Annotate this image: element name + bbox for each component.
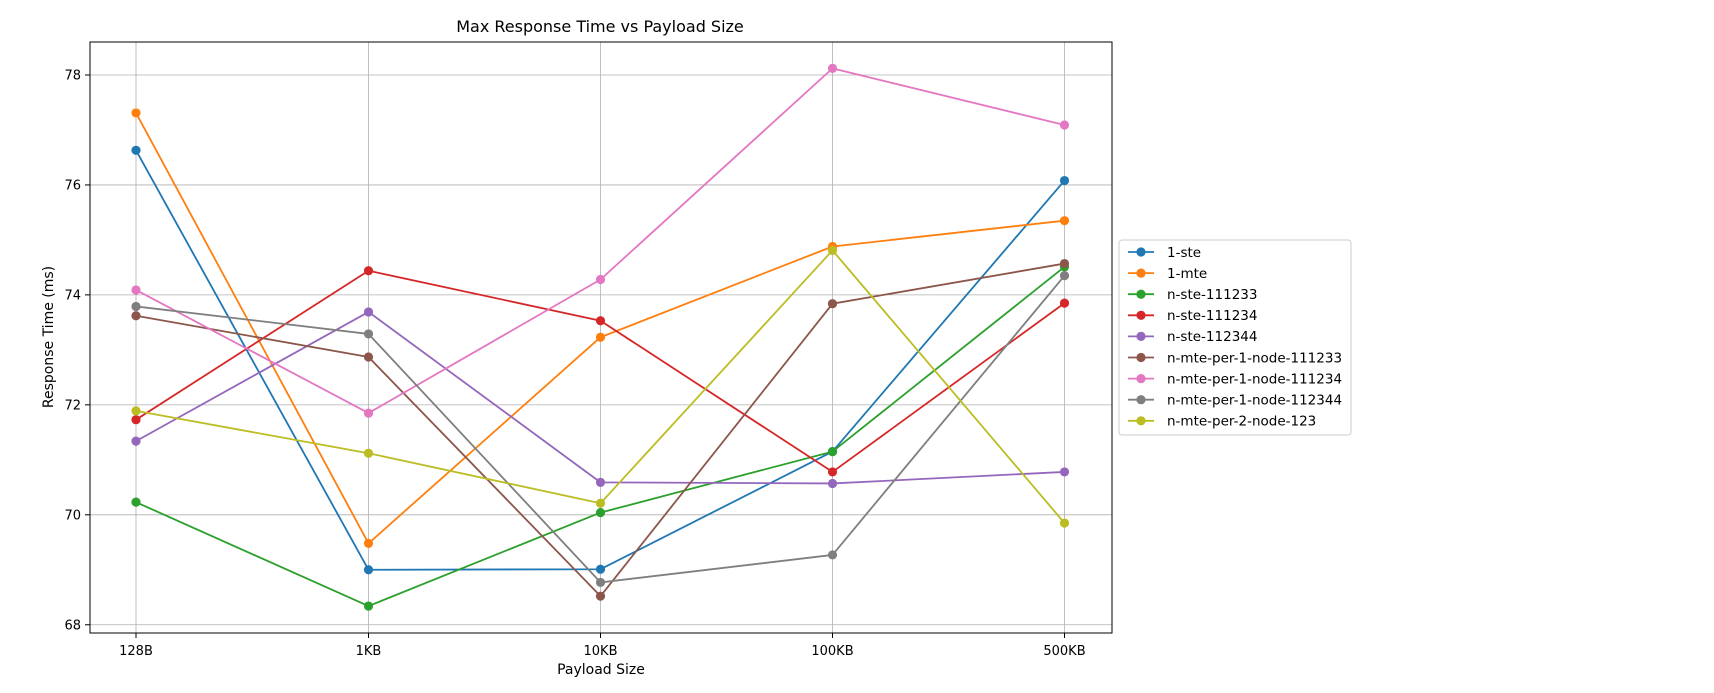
data-point (363, 538, 374, 548)
legend-items: 1-ste 1-mte n-ste-111233 n-ste-111234 n-ste-… (1128, 245, 1342, 430)
legend-label: n-mte-per-1-node-111233 (1167, 350, 1342, 366)
legend-label: n-ste-112344 (1167, 329, 1257, 345)
legend-item: 1-mte (1128, 266, 1207, 282)
data-point (1059, 120, 1070, 130)
legend-item: n-mte-per-2-node-123 (1128, 414, 1316, 430)
y-tick-label: 78 (64, 68, 81, 83)
legend-label: n-mte-per-1-node-112344 (1167, 393, 1342, 409)
legend: 1-ste 1-mte n-ste-111233 n-ste-111234 n-ste-… (1118, 239, 1352, 436)
legend-marker (1136, 289, 1146, 299)
data-point (827, 63, 838, 73)
series-1-mte (131, 108, 1070, 548)
data-point (1059, 175, 1070, 186)
data-point (363, 565, 374, 575)
legend-label: n-ste-111233 (1167, 287, 1257, 303)
data-point (1059, 258, 1070, 269)
x-tick-label: 128B (119, 644, 153, 659)
data-point (595, 316, 606, 326)
x-tick-label: 10KB (584, 644, 618, 659)
y-tick-label: 70 (64, 508, 81, 523)
legend-frame (1118, 239, 1352, 436)
legend-marker (1136, 310, 1146, 320)
y-axis-label: Response Time (ms) (41, 266, 57, 408)
y-tick-layer: 68 70 72 74 76 78 (64, 68, 90, 633)
data-point (363, 601, 374, 611)
data-point (595, 507, 606, 518)
legend-label: 1-ste (1167, 245, 1201, 261)
data-point (595, 564, 606, 574)
data-point (595, 332, 606, 342)
y-tick-label: 68 (64, 618, 81, 633)
data-point (363, 408, 374, 418)
legend-item: 1-ste (1128, 245, 1201, 261)
data-point (827, 446, 838, 457)
y-tick-label: 74 (64, 288, 81, 303)
grid-layer (90, 42, 1112, 633)
legend-item: n-ste-111233 (1128, 287, 1257, 303)
series-n-ste-112344 (131, 307, 1070, 489)
legend-label: n-mte-per-1-node-111234 (1167, 371, 1342, 387)
legend-item: n-mte-per-1-node-112344 (1128, 393, 1342, 409)
x-tick-label: 100KB (811, 644, 853, 659)
x-tick-label: 1KB (356, 644, 382, 659)
data-point (363, 307, 374, 317)
data-point (363, 329, 374, 339)
legend-marker (1136, 374, 1146, 384)
y-tick-label: 72 (64, 398, 81, 413)
data-point (131, 497, 141, 507)
legend-marker (1136, 416, 1146, 426)
data-point (595, 498, 606, 508)
legend-marker (1136, 395, 1146, 405)
legend-label: 1-mte (1167, 266, 1207, 282)
series-n-mte-per-1-node-111233 (131, 258, 1070, 601)
legend-item: n-mte-per-1-node-111233 (1128, 350, 1342, 366)
legend-marker (1136, 247, 1146, 257)
data-point (131, 108, 141, 118)
data-point (595, 477, 606, 487)
data-point (595, 577, 606, 588)
data-point (827, 478, 838, 489)
legend-label: n-ste-111234 (1167, 308, 1257, 324)
series-layer (131, 63, 1070, 611)
data-point (1059, 216, 1070, 226)
series-n-mte-per-1-node-111234 (131, 63, 1070, 418)
series-n-ste-111234 (131, 266, 1070, 477)
legend-item: n-ste-112344 (1128, 329, 1257, 345)
data-point (1059, 518, 1070, 528)
legend-label: n-mte-per-2-node-123 (1167, 414, 1316, 430)
chart-title: Max Response Time vs Payload Size (456, 17, 744, 36)
y-tick-label: 76 (64, 178, 81, 193)
x-tick-layer: 128B 1KB 10KB 100KB 500KB (119, 633, 1086, 659)
data-point (1059, 298, 1070, 308)
data-point (131, 285, 141, 295)
legend-marker (1136, 268, 1146, 278)
data-point (363, 352, 374, 362)
data-point (131, 406, 141, 416)
x-axis-label: Payload Size (557, 662, 645, 678)
x-tick-label: 500KB (1043, 644, 1085, 659)
data-point (1059, 467, 1070, 477)
data-point (363, 266, 374, 276)
data-point (595, 274, 606, 285)
legend-item: n-mte-per-1-node-111234 (1128, 371, 1342, 387)
data-point (595, 591, 606, 601)
series-n-mte-per-2-node-123 (131, 245, 1070, 528)
series-n-mte-per-1-node-112344 (131, 271, 1070, 588)
data-point (131, 145, 141, 155)
data-point (363, 448, 374, 458)
data-point (827, 299, 838, 309)
data-point (827, 550, 838, 560)
data-point (131, 436, 141, 446)
data-point (131, 311, 141, 321)
data-point (827, 245, 838, 255)
data-point (131, 301, 141, 312)
data-point (827, 467, 838, 477)
legend-item: n-ste-111234 (1128, 308, 1257, 324)
legend-marker (1136, 331, 1146, 341)
legend-marker (1136, 352, 1146, 363)
data-point (131, 415, 141, 425)
data-point (1059, 271, 1070, 281)
